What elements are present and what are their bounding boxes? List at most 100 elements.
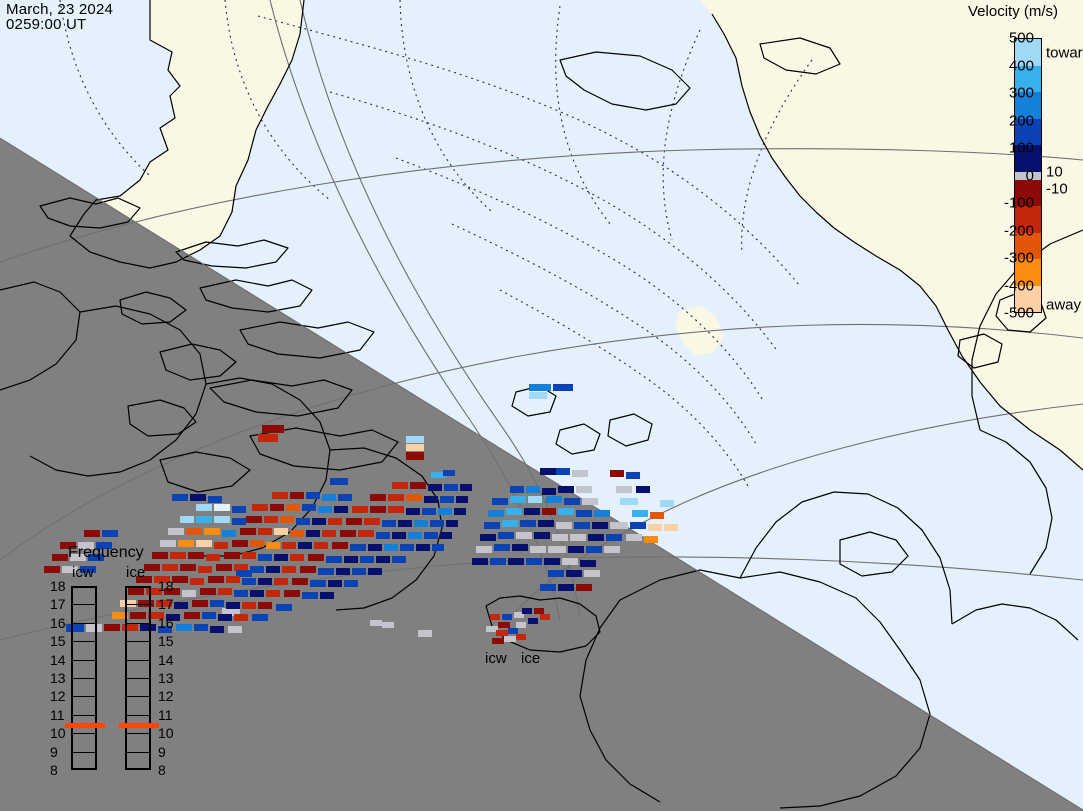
velocity-cell: [454, 508, 466, 515]
velocity-cell: [208, 496, 222, 503]
velocity-cell: [250, 540, 264, 547]
frequency-tick-0-14: [73, 659, 95, 661]
velocity-cell: [620, 498, 638, 505]
velocity-cell: [350, 544, 366, 551]
velocity-cell: [472, 558, 488, 565]
velocity-cell: [556, 522, 572, 529]
velocity-cell: [266, 542, 280, 549]
frequency-bar-icw: [65, 586, 105, 770]
velocity-cell: [352, 568, 366, 575]
velocity-cell: [558, 486, 574, 493]
velocity-cell: [224, 552, 240, 559]
velocity-cell: [456, 496, 468, 503]
velocity-cell: [318, 506, 332, 513]
velocity-cell: [529, 392, 547, 399]
velocity-cell: [626, 472, 640, 479]
frequency-scale-label-right-15: 15: [158, 633, 174, 650]
velocity-cell: [526, 558, 542, 565]
velocity-cell: [406, 444, 424, 451]
velocity-cell: [570, 534, 586, 541]
frequency-scale-label-left-16: 16: [50, 614, 66, 631]
velocity-cell: [188, 552, 204, 559]
colorbar-tick-400: 400: [1008, 57, 1034, 74]
velocity-cell: [66, 624, 84, 632]
velocity-cell: [170, 552, 186, 559]
velocity-cell: [552, 534, 568, 541]
velocity-cell: [440, 496, 454, 503]
velocity-cell: [306, 492, 320, 499]
velocity-cell: [626, 534, 642, 541]
velocity-cell: [298, 542, 312, 549]
velocity-cell: [494, 544, 510, 551]
velocity-cell: [242, 602, 256, 609]
velocity-cell: [568, 546, 584, 553]
velocity-cell: [650, 512, 664, 519]
velocity-cell: [490, 558, 506, 565]
velocity-cell: [154, 576, 170, 583]
velocity-cell: [328, 518, 342, 525]
velocity-cell: [186, 528, 202, 535]
site-label-ice: ice: [521, 650, 541, 667]
velocity-cell: [492, 638, 504, 644]
velocity-cell: [226, 576, 240, 583]
velocity-cell: [548, 546, 566, 553]
colorbar-toward-label: toward: [1046, 44, 1083, 62]
frequency-scale-label-left-11: 11: [50, 706, 65, 723]
frequency-scale-label-right-12: 12: [158, 688, 174, 705]
velocity-cell: [208, 576, 224, 583]
velocity-cell: [584, 570, 600, 577]
velocity-cell: [562, 558, 578, 565]
frequency-tick-1-16: [127, 622, 149, 624]
velocity-cell: [564, 498, 580, 505]
velocity-cell: [136, 576, 152, 583]
velocity-cell: [226, 602, 240, 609]
velocity-cell: [152, 552, 168, 559]
velocity-cell: [322, 530, 336, 537]
velocity-cell: [516, 634, 526, 640]
velocity-cell: [416, 544, 430, 551]
velocity-cell: [336, 568, 350, 575]
frequency-marker-icw: [65, 723, 105, 729]
velocity-cell: [443, 470, 455, 476]
velocity-cell: [576, 510, 592, 517]
velocity-cell: [148, 612, 164, 619]
velocity-cell: [346, 518, 362, 525]
colorbar-tick--400: -400: [1003, 277, 1034, 294]
colorbar-negative-threshold-label: -10: [1046, 180, 1068, 198]
velocity-cell: [44, 566, 60, 573]
velocity-cell: [376, 556, 390, 563]
velocity-cell: [576, 486, 592, 493]
velocity-cell: [660, 500, 674, 507]
velocity-cell: [526, 486, 540, 493]
velocity-cell: [202, 612, 216, 619]
velocity-cell: [444, 484, 458, 491]
velocity-cell: [460, 484, 472, 491]
velocity-cell: [176, 624, 192, 631]
velocity-cell: [234, 564, 248, 571]
velocity-cell: [524, 508, 540, 515]
colorbar-band-2: [1015, 92, 1041, 119]
frequency-scale-label-right-11: 11: [158, 706, 173, 723]
velocity-cell: [520, 520, 536, 527]
velocity-cell: [62, 566, 78, 573]
velocity-cell: [182, 590, 196, 597]
velocity-cell: [438, 508, 452, 515]
frequency-scale-label-left-15: 15: [50, 633, 66, 650]
frequency-scale-label-left-17: 17: [50, 596, 66, 613]
velocity-cell: [262, 425, 284, 433]
velocity-cell: [606, 534, 622, 541]
velocity-cell: [290, 492, 304, 499]
velocity-cell: [534, 608, 544, 614]
velocity-cell: [158, 626, 172, 633]
frequency-tick-0-17: [73, 604, 95, 606]
velocity-cell: [572, 470, 588, 477]
velocity-cell: [544, 558, 560, 565]
velocity-cell: [592, 522, 608, 529]
frequency-tick-0-9: [73, 751, 95, 753]
velocity-cell: [272, 492, 288, 499]
velocity-cell: [232, 506, 246, 513]
velocity-cell: [194, 624, 208, 631]
frequency-bar-name-icw: icw: [72, 564, 94, 581]
